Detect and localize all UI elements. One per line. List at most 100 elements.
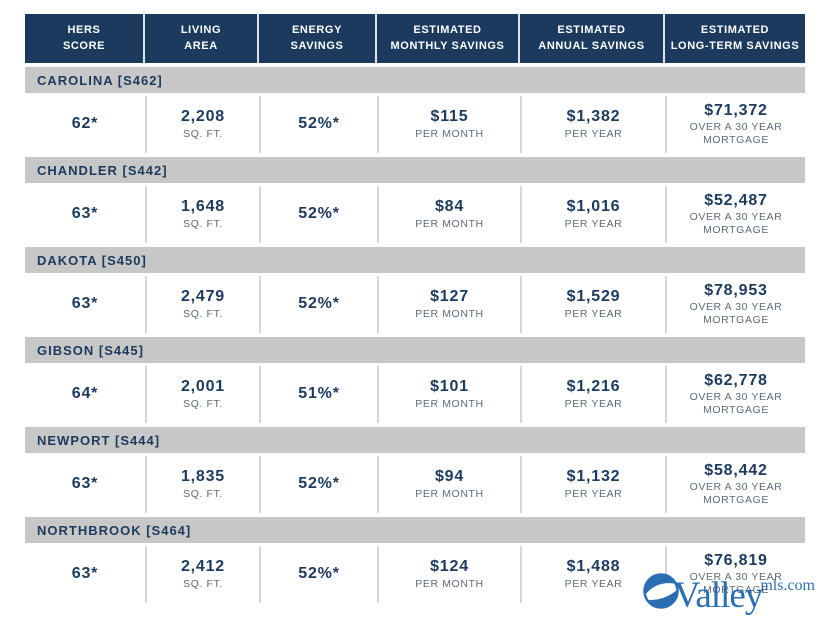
annual-savings-cell: $1,488 PER YEAR <box>520 546 665 603</box>
energy-savings-cell: 52%* <box>259 456 377 513</box>
energy-savings-cell: 52%* <box>259 546 377 603</box>
energy-savings-cell: 52%* <box>259 276 377 333</box>
watermark-brand-text: Valley <box>673 574 764 616</box>
header-hers-score: HERS SCORE <box>25 14 145 63</box>
hers-score-cell: 63* <box>25 276 145 333</box>
header-annual-savings: ESTIMATED ANNUAL SAVINGS <box>520 14 665 63</box>
table-row: 63* 2,479 SQ. FT. 52%* $127 PER MONTH $1… <box>25 276 805 333</box>
longterm-savings-cell: $71,372 OVER A 30 YEAR MORTGAGE <box>665 96 805 153</box>
hers-savings-table: HERS SCORE LIVING AREA ENERGY SAVINGS ES… <box>25 14 805 603</box>
living-area-cell: 2,001 SQ. FT. <box>145 366 259 423</box>
table-row: 64* 2,001 SQ. FT. 51%* $101 PER MONTH $1… <box>25 366 805 423</box>
energy-savings-value: 51%* <box>298 385 340 403</box>
annual-savings-unit: PER YEAR <box>564 397 623 410</box>
monthly-savings-unit: PER MONTH <box>415 217 484 230</box>
hers-score-value: 64* <box>71 385 99 403</box>
longterm-savings-cell: $78,953 OVER A 30 YEAR MORTGAGE <box>665 276 805 333</box>
valleymls-watermark: Valley mls.com <box>642 572 817 616</box>
energy-savings-value: 52%* <box>298 115 340 133</box>
monthly-savings-value: $115 <box>430 108 469 126</box>
longterm-savings-value: $78,953 <box>704 281 768 299</box>
living-area-value: 1,835 <box>180 468 226 486</box>
annual-savings-value: $1,016 <box>566 198 621 216</box>
annual-savings-cell: $1,016 PER YEAR <box>520 186 665 243</box>
model-name: CHANDLER [S442] <box>37 162 168 178</box>
monthly-savings-value: $127 <box>430 288 469 306</box>
hers-score-cell: 63* <box>25 456 145 513</box>
hers-score-value: 63* <box>71 475 99 493</box>
annual-savings-unit: PER YEAR <box>564 577 623 590</box>
header-monthly-savings: ESTIMATED MONTHLY SAVINGS <box>377 14 520 63</box>
living-area-unit: SQ. FT. <box>183 307 223 320</box>
living-area-value: 2,001 <box>180 378 226 396</box>
energy-savings-cell: 51%* <box>259 366 377 423</box>
model-section-bar: DAKOTA [S450] <box>25 247 805 273</box>
monthly-savings-unit: PER MONTH <box>415 397 484 410</box>
annual-savings-value: $1,488 <box>566 558 621 576</box>
annual-savings-cell: $1,529 PER YEAR <box>520 276 665 333</box>
living-area-unit: SQ. FT. <box>183 397 223 410</box>
hers-score-value: 63* <box>71 205 99 223</box>
annual-savings-value: $1,132 <box>566 468 621 486</box>
hers-score-cell: 63* <box>25 186 145 243</box>
longterm-savings-cell: $58,442 OVER A 30 YEAR MORTGAGE <box>665 456 805 513</box>
longterm-savings-unit: OVER A 30 YEAR MORTGAGE <box>689 391 783 417</box>
energy-savings-value: 52%* <box>298 475 340 493</box>
model-section-bar: CHANDLER [S442] <box>25 157 805 183</box>
living-area-cell: 1,648 SQ. FT. <box>145 186 259 243</box>
model-name: NEWPORT [S444] <box>37 432 161 448</box>
monthly-savings-value: $101 <box>430 378 469 396</box>
living-area-value: 2,208 <box>180 108 226 126</box>
living-area-cell: 2,412 SQ. FT. <box>145 546 259 603</box>
monthly-savings-unit: PER MONTH <box>415 487 484 500</box>
annual-savings-unit: PER YEAR <box>564 487 623 500</box>
longterm-savings-value: $76,819 <box>704 551 768 569</box>
longterm-savings-cell: $52,487 OVER A 30 YEAR MORTGAGE <box>665 186 805 243</box>
longterm-savings-cell: $62,778 OVER A 30 YEAR MORTGAGE <box>665 366 805 423</box>
longterm-savings-cell: $76,819 OVER A 30 YEAR MORTGAGE <box>665 546 805 603</box>
monthly-savings-cell: $101 PER MONTH <box>377 366 520 423</box>
longterm-savings-unit: OVER A 30 YEAR MORTGAGE <box>689 121 783 147</box>
annual-savings-cell: $1,132 PER YEAR <box>520 456 665 513</box>
longterm-savings-value: $52,487 <box>704 191 768 209</box>
model-section-bar: NEWPORT [S444] <box>25 427 805 453</box>
monthly-savings-value: $124 <box>430 558 469 576</box>
monthly-savings-cell: $127 PER MONTH <box>377 276 520 333</box>
hers-score-value: 62* <box>71 115 99 133</box>
longterm-savings-unit: OVER A 30 YEAR MORTGAGE <box>689 571 783 597</box>
annual-savings-unit: PER YEAR <box>564 127 623 140</box>
monthly-savings-cell: $94 PER MONTH <box>377 456 520 513</box>
monthly-savings-cell: $124 PER MONTH <box>377 546 520 603</box>
monthly-savings-value: $94 <box>434 468 465 486</box>
living-area-cell: 2,479 SQ. FT. <box>145 276 259 333</box>
watermark-suffix-text: mls.com <box>760 577 815 594</box>
longterm-savings-unit: OVER A 30 YEAR MORTGAGE <box>689 481 783 507</box>
annual-savings-value: $1,529 <box>566 288 621 306</box>
monthly-savings-cell: $84 PER MONTH <box>377 186 520 243</box>
annual-savings-cell: $1,216 PER YEAR <box>520 366 665 423</box>
energy-savings-value: 52%* <box>298 295 340 313</box>
model-name: NORTHBROOK [S464] <box>37 522 192 538</box>
table-row: 62* 2,208 SQ. FT. 52%* $115 PER MONTH $1… <box>25 96 805 153</box>
table-row: 63* 2,412 SQ. FT. 52%* $124 PER MONTH $1… <box>25 546 805 603</box>
model-section-bar: NORTHBROOK [S464] <box>25 517 805 543</box>
table-row: 63* 1,648 SQ. FT. 52%* $84 PER MONTH $1,… <box>25 186 805 243</box>
header-energy-savings: ENERGY SAVINGS <box>259 14 377 63</box>
living-area-value: 1,648 <box>180 198 226 216</box>
model-name: GIBSON [S445] <box>37 342 144 358</box>
annual-savings-value: $1,382 <box>566 108 621 126</box>
header-longterm-savings: ESTIMATED LONG-TERM SAVINGS <box>665 14 805 63</box>
longterm-savings-value: $62,778 <box>704 371 768 389</box>
monthly-savings-unit: PER MONTH <box>415 307 484 320</box>
model-section-bar: CAROLINA [S462] <box>25 67 805 93</box>
longterm-savings-unit: OVER A 30 YEAR MORTGAGE <box>689 301 783 327</box>
hers-score-cell: 62* <box>25 96 145 153</box>
living-area-unit: SQ. FT. <box>183 127 223 140</box>
energy-savings-cell: 52%* <box>259 96 377 153</box>
living-area-unit: SQ. FT. <box>183 217 223 230</box>
living-area-cell: 2,208 SQ. FT. <box>145 96 259 153</box>
annual-savings-unit: PER YEAR <box>564 217 623 230</box>
monthly-savings-unit: PER MONTH <box>415 577 484 590</box>
model-name: DAKOTA [S450] <box>37 252 147 268</box>
living-area-value: 2,412 <box>180 558 226 576</box>
